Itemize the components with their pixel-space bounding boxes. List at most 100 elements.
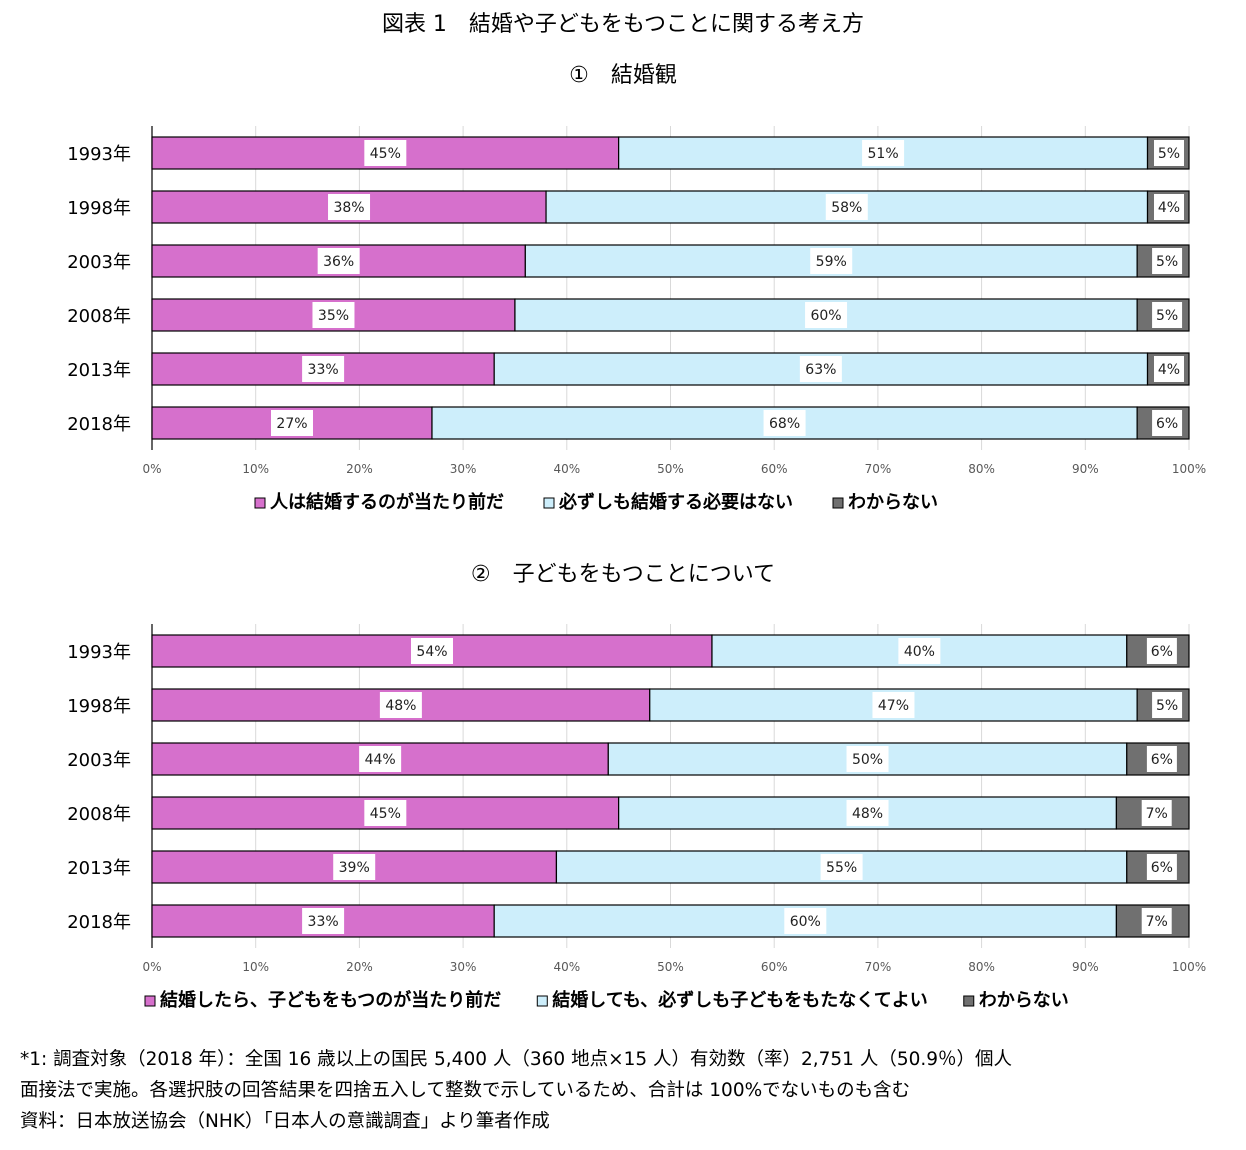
category-label: 2013年 [67, 858, 131, 879]
footnote-source: 資料：日本放送協会（NHK）「日本人の意識調査」より筆者作成 [20, 1111, 550, 1132]
data-label: 63% [805, 362, 836, 378]
data-label-box [862, 140, 905, 166]
x-tick-label: 50% [657, 462, 684, 476]
data-label: 39% [339, 860, 370, 876]
x-tick-label: 10% [242, 960, 269, 974]
data-label: 59% [816, 254, 847, 270]
data-label: 58% [831, 200, 862, 216]
x-tick-label: 30% [450, 960, 477, 974]
data-label-box [820, 854, 863, 880]
category-label: 2018年 [67, 912, 131, 933]
data-label-box [872, 692, 915, 718]
data-label-box [763, 410, 806, 436]
data-label: 55% [826, 860, 857, 876]
data-label-box [302, 908, 345, 934]
having-children-chart: 0% 10% 20% 30% 40% 50% 60% 70% 80% 90% 100% 1993年 54… [67, 624, 1206, 1011]
figure-title: 図表 1 結婚や子どもをもつことに関する考え方 [381, 12, 865, 37]
data-label-box [1154, 356, 1184, 382]
data-label-box [1146, 854, 1177, 880]
legend-label: わからない [848, 492, 938, 513]
legend-swatch [254, 497, 266, 509]
data-label: 54% [416, 644, 447, 660]
data-label-box [379, 692, 422, 718]
data-label: 35% [318, 308, 349, 324]
x-tick-label: 20% [346, 960, 373, 974]
data-label-box [1152, 410, 1183, 436]
data-label-box [302, 356, 345, 382]
data-label-box [328, 194, 371, 220]
footnote-method: 面接法で実施。各選択肢の回答結果を四捨五入して整数で示しているため、合計は 10… [20, 1080, 911, 1101]
x-tick-label: 60% [761, 462, 788, 476]
data-label-box [1141, 908, 1172, 934]
category-label: 1998年 [67, 696, 131, 717]
x-tick-label: 90% [1072, 462, 1099, 476]
legend-swatch [832, 497, 844, 509]
legend-label: わからない [979, 990, 1069, 1011]
legend: 人は結婚するのが当たり前だ 必ずしも結婚する必要はない わからない [254, 491, 938, 513]
x-tick-label: 80% [968, 462, 995, 476]
legend: 結婚したら、子どもをもつのが当たり前だ 結婚しても、必ずしも子どもをもたなくてよい… [144, 989, 1069, 1011]
data-label-box [898, 638, 941, 664]
data-label-box [1141, 800, 1172, 826]
data-label: 48% [385, 698, 416, 714]
legend-swatch [536, 995, 548, 1007]
x-tick-label: 70% [865, 462, 892, 476]
data-label: 27% [276, 416, 307, 432]
data-label-box [410, 638, 453, 664]
legend-label: 必ずしも結婚する必要はない [558, 491, 793, 513]
category-label: 2008年 [67, 804, 131, 825]
data-label-box [1154, 140, 1184, 166]
category-label: 2003年 [67, 750, 131, 771]
data-label-box [364, 140, 407, 166]
data-label: 60% [790, 914, 821, 930]
data-label: 44% [365, 752, 396, 768]
data-label-box [799, 356, 842, 382]
legend-label: 結婚しても、必ずしも子どもをもたなくてよい [552, 989, 927, 1011]
footnote-survey: *1: 調査対象（2018 年）：全国 16 歳以上の国民 5,400 人（36… [20, 1049, 1013, 1070]
legend-label: 人は結婚するのが当たり前だ [270, 491, 504, 513]
data-label-box [364, 800, 407, 826]
data-label-box [270, 410, 313, 436]
data-label: 5% [1156, 254, 1178, 270]
category-label: 1998年 [67, 198, 131, 219]
data-label: 5% [1156, 308, 1178, 324]
data-label-box [784, 908, 827, 934]
x-tick-label: 100% [1172, 960, 1206, 974]
legend-label: 結婚したら、子どもをもつのが当たり前だ [160, 989, 501, 1011]
chart-1-title: ① 結婚観 [569, 63, 677, 88]
data-label-box [805, 302, 848, 328]
x-tick-label: 30% [450, 462, 477, 476]
x-tick-label: 50% [657, 960, 684, 974]
data-label: 51% [868, 146, 899, 162]
data-label-box [1152, 302, 1183, 328]
data-label: 40% [904, 644, 935, 660]
data-label: 6% [1156, 416, 1178, 432]
data-label-box [333, 854, 376, 880]
data-label-box [1146, 746, 1177, 772]
data-label: 47% [878, 698, 909, 714]
x-tick-label: 40% [553, 960, 580, 974]
legend-swatch [963, 995, 975, 1007]
data-label: 68% [769, 416, 800, 432]
data-label: 5% [1156, 698, 1178, 714]
x-tick-label: 90% [1072, 960, 1099, 974]
category-label: 2013年 [67, 360, 131, 381]
data-label: 5% [1158, 146, 1180, 162]
data-label-box [317, 248, 360, 274]
data-label-box [312, 302, 355, 328]
x-tick-label: 0% [142, 960, 161, 974]
category-label: 2003年 [67, 252, 131, 273]
data-label: 4% [1158, 200, 1180, 216]
footnotes: *1: 調査対象（2018 年）：全国 16 歳以上の国民 5,400 人（36… [20, 1044, 1230, 1137]
legend-swatch [144, 995, 156, 1007]
data-label: 4% [1158, 362, 1180, 378]
category-label: 1993年 [67, 642, 131, 663]
data-label: 33% [308, 362, 339, 378]
marriage-view-chart: 0% 10% 20% 30% 40% 50% 60% 70% 80% 90% 100% 1993年 45… [67, 126, 1206, 513]
data-label-box [846, 746, 889, 772]
data-label: 45% [370, 806, 401, 822]
x-tick-label: 70% [865, 960, 892, 974]
data-label-box [1152, 692, 1183, 718]
legend-swatch [543, 497, 555, 509]
data-label-box [1154, 194, 1184, 220]
